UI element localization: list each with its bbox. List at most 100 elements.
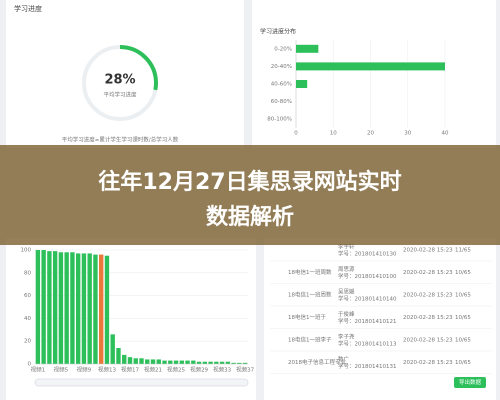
progress-note: 平均学习进度=累计学生学习课时数/总学习人数: [62, 136, 179, 144]
bar: [116, 348, 121, 364]
bar: [133, 358, 138, 364]
bar: [173, 360, 179, 364]
x-tick-label: 视频17: [121, 366, 139, 374]
y-tick-label: 0-20%: [274, 46, 292, 52]
x-tick-label: 10: [330, 131, 337, 137]
cell-name: 吴思媛: [338, 288, 355, 296]
banner: [0, 145, 500, 245]
x-tick-label: 视频1: [31, 366, 46, 374]
bar: [219, 361, 225, 364]
cell-score: 10/65: [455, 293, 471, 299]
x-tick-label: 0: [294, 131, 298, 137]
bar: [191, 360, 196, 364]
cell-name: 于俊峰: [338, 310, 355, 318]
bar: [35, 250, 41, 364]
bar: [145, 359, 150, 364]
bar: [150, 359, 156, 364]
bar: [179, 360, 184, 364]
bar: [225, 361, 231, 364]
x-tick-label: 视频37: [236, 366, 254, 374]
progress-caption: 平均学习进度: [103, 91, 137, 99]
cell-date: 2020-02-28 15:23: [403, 270, 453, 276]
ring-progress: [82, 45, 158, 121]
bar: [231, 362, 236, 364]
bar: [104, 255, 110, 364]
bar: [47, 251, 52, 364]
cell-class: 18电信1一班于: [288, 313, 326, 321]
bar: [122, 354, 127, 364]
bar: [202, 361, 208, 364]
x-tick-label: 视频13: [98, 366, 116, 374]
bar: [242, 362, 248, 364]
bar: [110, 334, 115, 364]
bar: [70, 252, 75, 364]
cell-date: 2020-02-28 15:23: [403, 315, 453, 321]
cell-class: 2018电子信息工程专业: [288, 358, 346, 366]
bar: [162, 360, 167, 364]
y-tick-label: 100: [21, 248, 32, 254]
y-tick-label: 80-100%: [267, 117, 292, 123]
bar: [296, 80, 308, 88]
y-tick-label: 0: [28, 362, 32, 368]
x-tick-label: 40: [442, 131, 449, 137]
banner-title: 数据解析: [206, 204, 294, 230]
bar: [81, 253, 87, 364]
bar: [168, 360, 173, 364]
cell-date: 2020-02-28 15:23: [403, 360, 453, 366]
bar: [296, 44, 319, 53]
bar: [127, 357, 133, 364]
progress-value: 28%: [104, 73, 135, 88]
bar: [64, 252, 69, 364]
bar: [208, 361, 213, 364]
banner-title: 往年12月27日集思录网站实时: [98, 169, 401, 195]
cell-score: 10/65: [455, 360, 471, 366]
bar: [41, 250, 46, 364]
cell-score: 10/65: [455, 315, 471, 321]
x-tick-label: 视频9: [77, 366, 92, 374]
bar: [156, 359, 161, 364]
bar: [99, 254, 104, 364]
bar: [58, 252, 64, 364]
cell-id: 学号：201801410100: [338, 272, 397, 280]
bar: [93, 254, 98, 364]
zoom-slider[interactable]: [34, 378, 249, 387]
table-card: [264, 238, 496, 400]
x-tick-label: 视频33: [213, 366, 231, 374]
y-tick-label: 60-80%: [271, 99, 292, 105]
cell-name: 李子尧: [338, 333, 355, 341]
y-tick-label: 20-40%: [271, 64, 292, 70]
cell-class: 18电信1一班李子: [288, 336, 332, 344]
cell-id: 学号：201801410140: [338, 295, 397, 303]
x-tick-label: 视频5: [54, 366, 69, 374]
bar: [139, 358, 144, 364]
cell-class: 18电信1一班周数: [288, 291, 332, 299]
card-title: 学习进度: [14, 4, 42, 13]
export-button[interactable]: [454, 377, 486, 388]
progress-card: [6, 0, 244, 148]
y-tick-label: 40-60%: [271, 82, 292, 88]
cell-score: 10/65: [455, 270, 471, 276]
x-tick-label: 视频25: [167, 366, 185, 374]
cell-date: 2020-02-28 15:23: [403, 248, 453, 254]
bar: [296, 62, 445, 71]
cell-name: 李宇轩: [338, 243, 355, 251]
export-label: 导出数据: [459, 378, 482, 386]
bar: [237, 362, 242, 364]
cell-id: 学号：201801410131: [338, 362, 397, 370]
cell-score: 10/65: [455, 338, 471, 344]
cell-id: 学号：201801410130: [338, 250, 397, 258]
x-tick-label: 视频29: [190, 366, 208, 374]
x-tick-label: 20: [367, 131, 374, 137]
distribution-card: [252, 0, 496, 148]
cell-name: 数广: [338, 355, 350, 363]
cell-score: 11/65: [455, 248, 471, 254]
card-title: 学习进度分布: [260, 28, 296, 36]
cell-id: 学号：201801410113: [338, 340, 397, 348]
cell-id: 学号：201801410121: [338, 317, 397, 325]
bar: [87, 253, 92, 364]
cell-class: 18电信1一班周数: [288, 268, 332, 276]
bar: [185, 360, 190, 364]
bar: [214, 361, 219, 364]
y-tick-label: 60: [24, 293, 31, 299]
